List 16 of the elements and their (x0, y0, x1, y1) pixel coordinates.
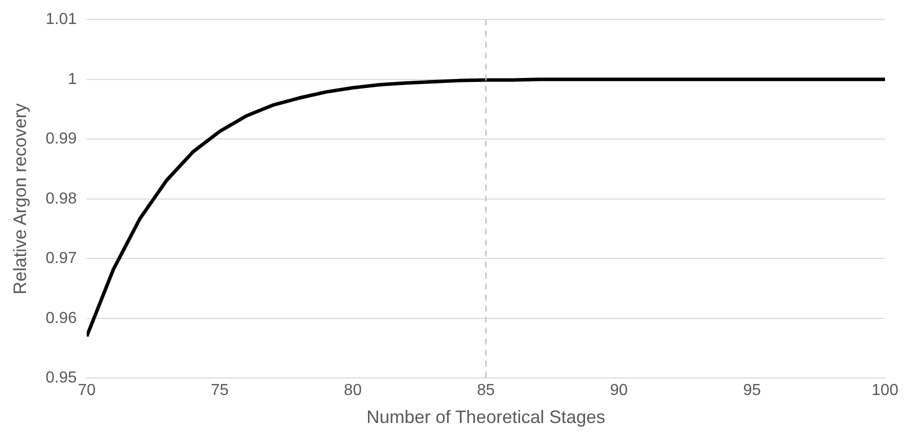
y-tick-label: 0.97 (46, 250, 77, 268)
y-axis-title: Relative Argon recovery (10, 103, 30, 294)
y-tick-label: 0.95 (46, 370, 77, 387)
x-axis-title: Number of Theoretical Stages (366, 407, 606, 428)
y-tick-label: 0.96 (46, 310, 77, 327)
y-tick-label: 0.98 (46, 190, 77, 208)
y-tick-label: 1 (68, 70, 77, 88)
x-tick-label: 100 (872, 382, 898, 400)
y-tick-label: 1.01 (46, 11, 77, 28)
x-tick-label: 85 (476, 382, 495, 400)
x-tick-label: 90 (610, 382, 628, 400)
x-tick-label: 75 (210, 382, 229, 400)
x-tick-label: 70 (78, 382, 96, 400)
y-tick-label: 0.99 (46, 130, 77, 148)
x-tick-label: 80 (344, 382, 362, 400)
x-tick-label: 95 (743, 382, 761, 400)
